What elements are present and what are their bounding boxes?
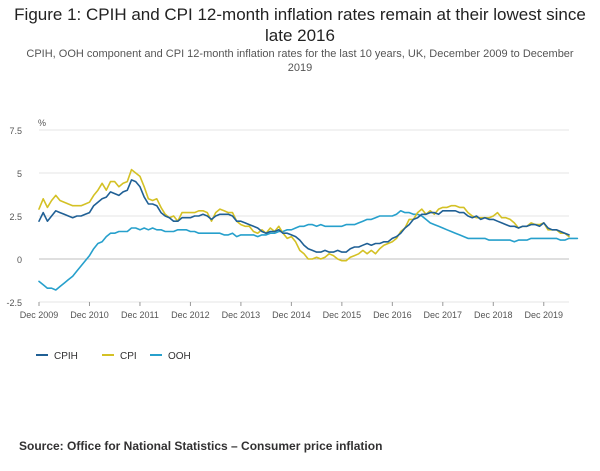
x-tick-label: Dec 2011 xyxy=(121,310,159,320)
x-tick-label: Dec 2012 xyxy=(171,310,210,320)
x-tick-label: Dec 2017 xyxy=(424,310,463,320)
legend-label-cpi: CPI xyxy=(120,351,137,362)
x-tick-label: Dec 2014 xyxy=(272,310,311,320)
y-tick-label: 2.5 xyxy=(9,212,22,222)
x-tick-label: Dec 2009 xyxy=(20,310,59,320)
chart-subtitle: CPIH, OOH component and CPI 12-month inf… xyxy=(26,48,574,74)
series-line-ooh xyxy=(38,210,579,291)
x-tick-label: Dec 2016 xyxy=(373,310,412,320)
series-line-cpih xyxy=(38,179,570,253)
y-tick-label: 7.5 xyxy=(9,126,22,136)
legend-label-ooh: OOH xyxy=(168,351,191,362)
chart-title: Figure 1: CPIH and CPI 12-month inflatio… xyxy=(14,5,586,45)
y-tick-label: 0 xyxy=(17,255,22,265)
source-note: Source: Office for National Statistics –… xyxy=(19,439,383,453)
x-tick-label: Dec 2019 xyxy=(524,310,563,320)
y-tick-label: 5 xyxy=(17,169,22,179)
x-tick-label: Dec 2015 xyxy=(323,310,362,320)
y-axis-label: % xyxy=(38,118,46,128)
series-line-cpi xyxy=(38,168,570,262)
x-tick-label: Dec 2010 xyxy=(70,310,109,320)
x-tick-label: Dec 2013 xyxy=(222,310,261,320)
x-tick-label: Dec 2018 xyxy=(474,310,513,320)
legend-label-cpih: CPIH xyxy=(54,351,78,362)
y-tick-label: -2.5 xyxy=(6,298,22,308)
